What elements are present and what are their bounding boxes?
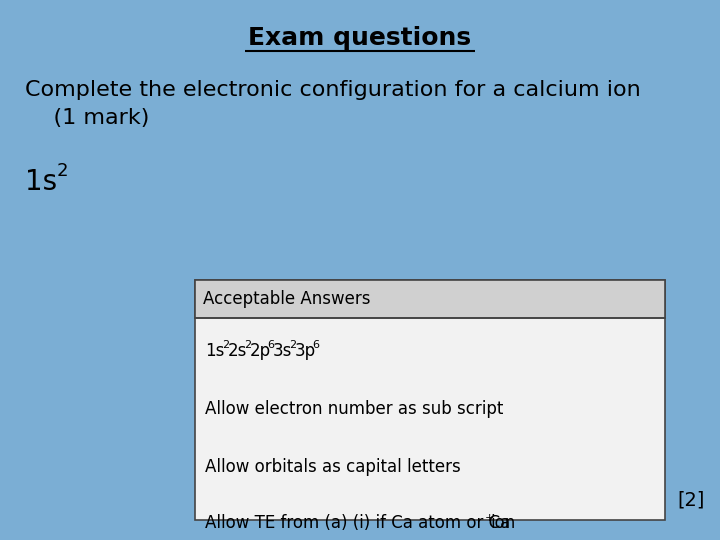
Text: 6: 6 <box>267 340 274 350</box>
Text: Exam questions: Exam questions <box>248 26 472 50</box>
Bar <box>195 280 665 318</box>
Bar <box>195 280 665 318</box>
Text: 2: 2 <box>57 162 68 180</box>
Text: Acceptable Answers: Acceptable Answers <box>203 290 371 308</box>
Text: 6: 6 <box>312 340 319 350</box>
Text: Allow electron number as sub script: Allow electron number as sub script <box>205 400 503 418</box>
Text: 2: 2 <box>222 340 229 350</box>
Text: 3s: 3s <box>272 342 292 360</box>
Text: 2: 2 <box>289 340 297 350</box>
Text: ion: ion <box>490 514 516 532</box>
Text: 3p: 3p <box>295 342 316 360</box>
Text: 2s: 2s <box>228 342 247 360</box>
Text: [2]: [2] <box>677 491 704 510</box>
Text: Allow TE from (a) (i) if Ca atom or Ca: Allow TE from (a) (i) if Ca atom or Ca <box>205 514 510 532</box>
Text: (1 mark): (1 mark) <box>25 108 149 128</box>
Text: 2: 2 <box>245 340 251 350</box>
Text: +: + <box>485 513 494 523</box>
Bar <box>195 280 665 520</box>
Text: 2p: 2p <box>250 342 271 360</box>
Text: 1s: 1s <box>25 168 57 196</box>
Text: Complete the electronic configuration for a calcium ion: Complete the electronic configuration fo… <box>25 80 641 100</box>
Text: 1s: 1s <box>205 342 225 360</box>
Text: Allow orbitals as capital letters: Allow orbitals as capital letters <box>205 458 461 476</box>
